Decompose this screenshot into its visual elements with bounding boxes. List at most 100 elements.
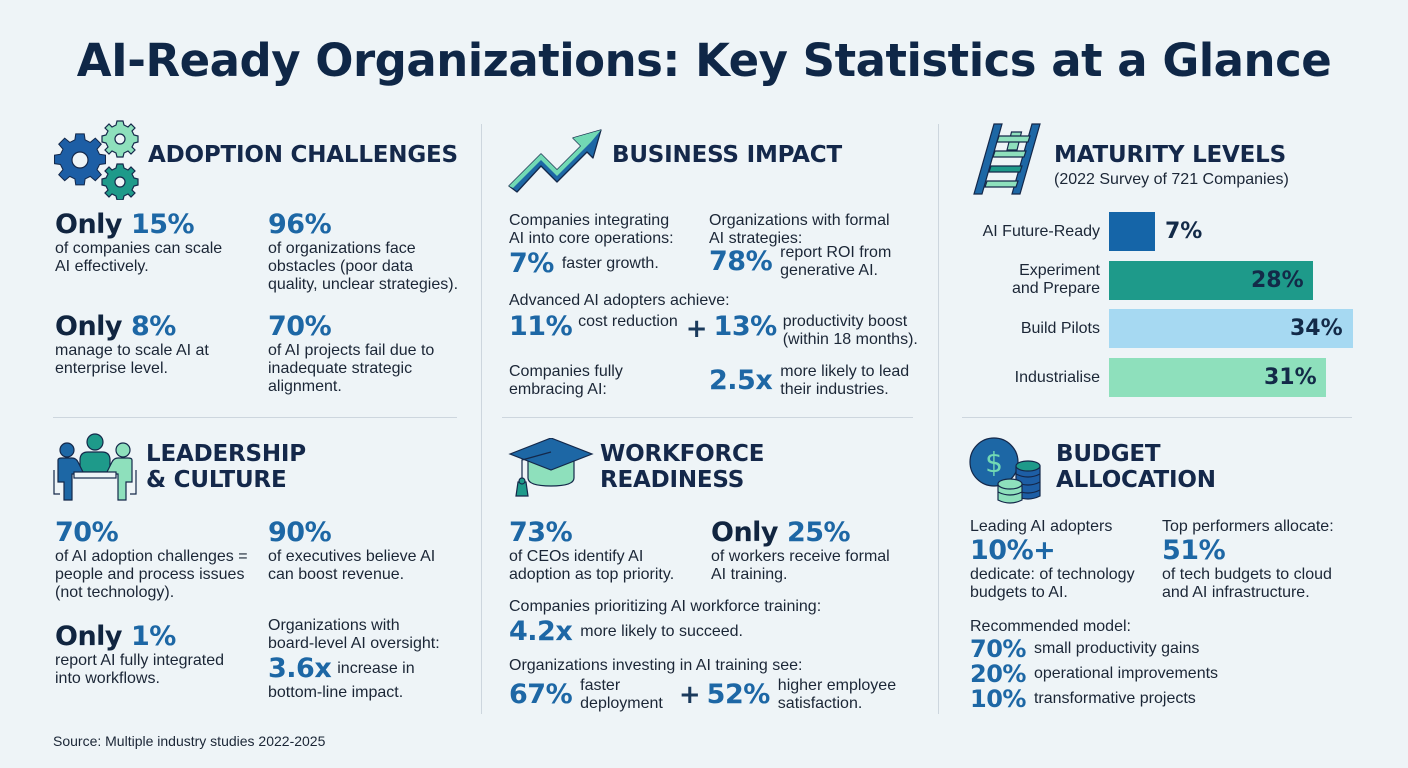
bar-value: 31% [1264,365,1317,390]
stat-label: Recommended model: [970,618,1131,635]
stat-text: faster growth. [561,255,659,272]
stat-block: 90% of executives believe AI can boost r… [268,518,478,584]
stat-value: 20% [970,659,1026,688]
team-meeting-icon [53,433,137,501]
stat-block: Only 25% of workers receive formal AI tr… [711,518,921,584]
stat-value: 13% [713,311,778,342]
stat-value: 70% [970,634,1026,663]
bar-experiment-and-prepare [1109,261,1313,300]
stat-value: 67% [509,679,573,710]
bar-label: Experiment and Prepare [950,262,1100,298]
stat-text: of companies can scale [55,240,223,257]
stat-text: and AI infrastructure. [1162,584,1310,601]
stat-text: higher employee [777,677,897,694]
stat-value: 78% [709,246,773,277]
stat-label: AI into core operations: [509,230,674,247]
stat-value: 10%+ [970,535,1056,566]
stat-block: Only 1% report AI fully integrated into … [55,622,265,688]
stat-text: (within 18 months). [782,331,918,348]
bar-label: Industrialise [1014,369,1100,386]
stat-text: small productivity gains [1033,639,1200,657]
stat-text: quality, unclear strategies). [268,276,459,293]
stat-value: 70% [55,517,119,548]
stat-text: into workflows. [55,670,160,687]
stat-text: of AI adoption challenges = [55,548,248,565]
bar-build-pilots [1109,309,1353,348]
divider-horizontal-1 [53,417,457,418]
section-title-budget-2: ALLOCATION [1056,467,1216,493]
stat-block: Organizations investing in AI training s… [509,657,919,713]
stat-text: deployment [580,695,663,712]
stat-text: of executives believe AI [268,548,436,565]
stat-block: 70% of AI adoption challenges = people a… [55,518,270,602]
stat-block: Advanced AI adopters achieve: 11% cost r… [509,292,919,349]
divider-vertical-2 [938,124,939,714]
bar-label: Build Pilots [1020,320,1100,337]
stat-text: of tech budgets to cloud [1162,566,1332,583]
stat-prefix: Only [711,517,787,548]
stat-value: 51% [1162,535,1226,566]
divider-vertical-1 [481,124,482,714]
stat-text: can boost revenue. [268,566,405,583]
stat-prefix: Only [55,311,131,342]
section-title-leadership-1: LEADERSHIP [146,441,306,467]
divider-horizontal-2 [502,417,913,418]
model-item: 10% transformative projects [970,685,1360,713]
stat-text: report ROI from [780,244,892,261]
stat-text: manage to scale AI at [55,342,209,359]
stat-block: Top performers allocate: 51% of tech bud… [1162,518,1362,602]
stat-value: 15% [130,209,195,240]
stat-label: embracing AI: [509,381,607,398]
ladder-icon [973,123,1041,195]
stat-text: cost reduction [578,313,678,330]
model-item: 20% operational improvements [970,659,1360,688]
stat-value: 11% [509,311,573,342]
stat-block: Only 15% of companies can scale AI effec… [55,210,255,276]
bar-ai-future-ready [1109,212,1155,251]
stat-text: bottom-line impact. [268,684,404,701]
svg-text:$: $ [985,446,1003,479]
model-item: 70% small productivity gains [970,634,1360,663]
section-title-workforce-2: READINESS [600,467,745,493]
stat-label: Organizations investing in AI training s… [509,657,803,674]
stat-value: 3.6x [268,653,332,684]
stat-text: budgets to AI. [970,584,1068,601]
stat-text: their industries. [780,381,889,398]
recommended-model: Recommended model: 70% small productivit… [970,618,1360,713]
stat-text: faster [580,677,621,694]
bar-value: 28% [1251,268,1304,293]
divider-horizontal-3 [962,417,1352,418]
plus-sign: + [685,314,708,344]
stat-block: 2.5x more likely to lead their industrie… [709,363,919,399]
stat-block: Leading AI adopters 10%+ dedicate: of te… [970,518,1160,602]
stat-text: more likely to succeed. [580,623,743,640]
stat-value: 52% [706,679,771,710]
stat-prefix: Only [55,209,131,240]
page-title: AI-Ready Organizations: Key Statistics a… [76,34,1332,87]
stat-text: transformative projects [1033,689,1196,707]
stat-label: Organizations with formal [709,212,890,229]
stat-text: AI effectively. [55,258,149,275]
stat-value: 96% [268,209,332,240]
bar-industrialise [1109,358,1326,397]
bar-value: 7% [1165,219,1203,244]
section-subtitle-maturity: (2022 Survey of 721 Companies) [1054,171,1289,188]
stat-text: more likely to lead [780,363,910,380]
stat-label: Advanced AI adopters achieve: [509,292,730,309]
stat-label: Companies fully [509,363,623,380]
stat-label: board-level AI oversight: [268,635,440,652]
section-title-maturity: MATURITY LEVELS [1054,142,1286,168]
stat-text: generative AI. [780,262,878,279]
stat-text: satisfaction. [777,695,863,712]
bar-label: AI Future-Ready [982,223,1100,240]
stat-text: adoption as top priority. [509,566,675,583]
stat-text: report AI fully integrated [55,652,224,669]
stat-text: obstacles (poor data [268,258,413,275]
stat-text: increase in [337,660,415,677]
stat-text: (not technology). [55,584,175,601]
plus-sign: + [678,680,701,710]
stat-text: dedicate: of technology [970,566,1135,583]
stat-block: 73% of CEOs identify AI adoption as top … [509,518,714,584]
stat-text: productivity boost [782,313,908,330]
stat-text: of workers receive formal [711,548,890,565]
